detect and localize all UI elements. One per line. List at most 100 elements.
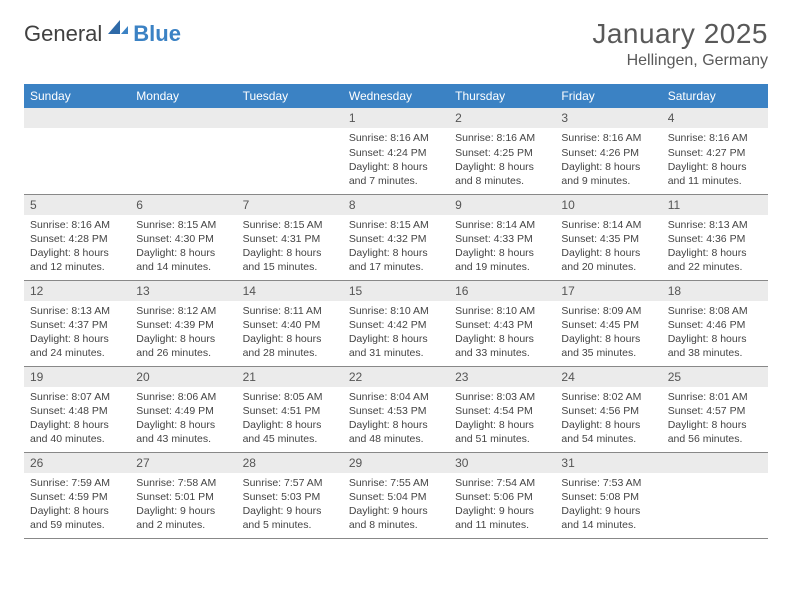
calendar-day-cell: 12Sunrise: 8:13 AMSunset: 4:37 PMDayligh…	[24, 280, 130, 366]
day-info-line: Sunrise: 8:02 AM	[561, 390, 655, 404]
calendar-week-row: 19Sunrise: 8:07 AMSunset: 4:48 PMDayligh…	[24, 366, 768, 452]
calendar-day-cell: 6Sunrise: 8:15 AMSunset: 4:30 PMDaylight…	[130, 194, 236, 280]
calendar-day-cell: 13Sunrise: 8:12 AMSunset: 4:39 PMDayligh…	[130, 280, 236, 366]
weekday-header: Thursday	[449, 84, 555, 108]
weekday-header-row: Sunday Monday Tuesday Wednesday Thursday…	[24, 84, 768, 108]
day-info-line: Sunset: 5:08 PM	[561, 490, 655, 504]
day-info-line: Sunrise: 8:06 AM	[136, 390, 230, 404]
day-info-line: Sunset: 5:06 PM	[455, 490, 549, 504]
day-info-line: Daylight: 8 hours	[668, 418, 762, 432]
day-number: 1	[343, 108, 449, 128]
day-info-line: and 40 minutes.	[30, 432, 124, 446]
calendar-day-cell: 31Sunrise: 7:53 AMSunset: 5:08 PMDayligh…	[555, 452, 661, 538]
day-info-line: and 8 minutes.	[455, 174, 549, 188]
day-info-line: and 11 minutes.	[455, 518, 549, 532]
day-info-line: Daylight: 8 hours	[30, 418, 124, 432]
logo: General Blue	[24, 18, 181, 49]
day-info: Sunrise: 8:15 AMSunset: 4:32 PMDaylight:…	[343, 215, 449, 279]
day-info-line: Daylight: 8 hours	[30, 504, 124, 518]
day-info-line: and 8 minutes.	[349, 518, 443, 532]
day-info: Sunrise: 7:59 AMSunset: 4:59 PMDaylight:…	[24, 473, 130, 537]
calendar-day-cell: 3Sunrise: 8:16 AMSunset: 4:26 PMDaylight…	[555, 108, 661, 194]
day-info-line: Sunset: 4:37 PM	[30, 318, 124, 332]
day-info-line: Sunrise: 8:10 AM	[349, 304, 443, 318]
day-info-line: Sunset: 4:36 PM	[668, 232, 762, 246]
location-label: Hellingen, Germany	[592, 52, 768, 70]
day-info-line: Daylight: 9 hours	[349, 504, 443, 518]
calendar-day-cell: 16Sunrise: 8:10 AMSunset: 4:43 PMDayligh…	[449, 280, 555, 366]
day-info-line: Daylight: 8 hours	[136, 246, 230, 260]
logo-text-blue: Blue	[133, 21, 181, 47]
day-info-line: and 56 minutes.	[668, 432, 762, 446]
calendar-day-cell: 8Sunrise: 8:15 AMSunset: 4:32 PMDaylight…	[343, 194, 449, 280]
day-info-line: Daylight: 8 hours	[668, 160, 762, 174]
calendar-week-row: 26Sunrise: 7:59 AMSunset: 4:59 PMDayligh…	[24, 452, 768, 538]
day-info-line: Sunrise: 8:11 AM	[243, 304, 337, 318]
day-info: Sunrise: 8:07 AMSunset: 4:48 PMDaylight:…	[24, 387, 130, 451]
day-number: 15	[343, 281, 449, 301]
day-number: 6	[130, 195, 236, 215]
day-info: Sunrise: 7:54 AMSunset: 5:06 PMDaylight:…	[449, 473, 555, 537]
day-number: 27	[130, 453, 236, 473]
day-info: Sunrise: 7:53 AMSunset: 5:08 PMDaylight:…	[555, 473, 661, 537]
day-info-line: Daylight: 8 hours	[455, 332, 549, 346]
day-number: 18	[662, 281, 768, 301]
day-info-line: Daylight: 8 hours	[136, 418, 230, 432]
logo-sail-icon	[106, 18, 130, 41]
day-number: 30	[449, 453, 555, 473]
day-number: 14	[237, 281, 343, 301]
calendar-day-cell: 21Sunrise: 8:05 AMSunset: 4:51 PMDayligh…	[237, 366, 343, 452]
day-info-line: Sunset: 4:31 PM	[243, 232, 337, 246]
day-info: Sunrise: 8:13 AMSunset: 4:36 PMDaylight:…	[662, 215, 768, 279]
day-info-line: and 14 minutes.	[136, 260, 230, 274]
day-info-line: Daylight: 8 hours	[30, 332, 124, 346]
day-info-line: Daylight: 8 hours	[455, 418, 549, 432]
day-info-line: Sunset: 4:54 PM	[455, 404, 549, 418]
day-info-line: Sunrise: 8:16 AM	[30, 218, 124, 232]
calendar-day-cell	[130, 108, 236, 194]
calendar-day-cell: 5Sunrise: 8:16 AMSunset: 4:28 PMDaylight…	[24, 194, 130, 280]
day-info-line: Sunset: 4:43 PM	[455, 318, 549, 332]
day-info-line: Daylight: 9 hours	[561, 504, 655, 518]
day-info-line: Daylight: 8 hours	[136, 332, 230, 346]
calendar-week-row: 5Sunrise: 8:16 AMSunset: 4:28 PMDaylight…	[24, 194, 768, 280]
day-info-line: Sunset: 5:03 PM	[243, 490, 337, 504]
day-info-line: Sunset: 4:27 PM	[668, 146, 762, 160]
day-info-line: Sunset: 4:51 PM	[243, 404, 337, 418]
weekday-header: Tuesday	[237, 84, 343, 108]
day-info-line: Daylight: 8 hours	[349, 332, 443, 346]
day-info-line: and 19 minutes.	[455, 260, 549, 274]
day-number: 26	[24, 453, 130, 473]
day-info-line: and 43 minutes.	[136, 432, 230, 446]
day-info-line: Daylight: 8 hours	[561, 160, 655, 174]
day-number: 13	[130, 281, 236, 301]
day-info: Sunrise: 7:57 AMSunset: 5:03 PMDaylight:…	[237, 473, 343, 537]
day-number: 29	[343, 453, 449, 473]
day-info-line: and 33 minutes.	[455, 346, 549, 360]
day-info-line: Sunset: 4:28 PM	[30, 232, 124, 246]
day-info-line: Sunrise: 8:05 AM	[243, 390, 337, 404]
day-info: Sunrise: 8:14 AMSunset: 4:35 PMDaylight:…	[555, 215, 661, 279]
day-info: Sunrise: 8:10 AMSunset: 4:43 PMDaylight:…	[449, 301, 555, 365]
day-info-line: Sunset: 4:42 PM	[349, 318, 443, 332]
calendar-day-cell: 18Sunrise: 8:08 AMSunset: 4:46 PMDayligh…	[662, 280, 768, 366]
day-info-line: and 54 minutes.	[561, 432, 655, 446]
day-info: Sunrise: 8:16 AMSunset: 4:24 PMDaylight:…	[343, 128, 449, 192]
day-info-line: Sunrise: 8:15 AM	[136, 218, 230, 232]
day-info-line: Daylight: 8 hours	[455, 160, 549, 174]
day-info-line: Sunset: 4:40 PM	[243, 318, 337, 332]
calendar-day-cell: 2Sunrise: 8:16 AMSunset: 4:25 PMDaylight…	[449, 108, 555, 194]
header: General Blue January 2025 Hellingen, Ger…	[24, 18, 768, 70]
day-info-line: Sunset: 5:04 PM	[349, 490, 443, 504]
day-number	[662, 453, 768, 473]
weekday-header: Saturday	[662, 84, 768, 108]
day-info: Sunrise: 8:10 AMSunset: 4:42 PMDaylight:…	[343, 301, 449, 365]
day-info-line: and 31 minutes.	[349, 346, 443, 360]
day-info-line: Sunrise: 7:54 AM	[455, 476, 549, 490]
day-info: Sunrise: 8:11 AMSunset: 4:40 PMDaylight:…	[237, 301, 343, 365]
day-info-line: Sunset: 4:35 PM	[561, 232, 655, 246]
day-number: 4	[662, 108, 768, 128]
calendar-day-cell: 19Sunrise: 8:07 AMSunset: 4:48 PMDayligh…	[24, 366, 130, 452]
logo-text-general: General	[24, 21, 102, 47]
day-number: 10	[555, 195, 661, 215]
